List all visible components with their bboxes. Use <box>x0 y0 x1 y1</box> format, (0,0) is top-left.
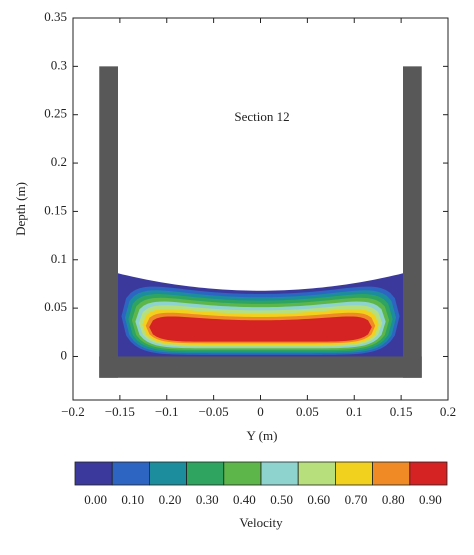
x-tick-label: −0.2 <box>61 404 85 419</box>
y-axis-label: Depth (m) <box>13 182 28 236</box>
colorbar-swatch <box>297 461 336 486</box>
x-tick-label: −0.05 <box>199 404 229 419</box>
x-tick-label: 0.15 <box>390 404 413 419</box>
colorbar-tick-label: 0.90 <box>419 492 442 507</box>
colorbar-tick-label: 0.30 <box>196 492 219 507</box>
x-tick-label: 0.1 <box>346 404 362 419</box>
colorbar-tick-label: 0.70 <box>345 492 368 507</box>
colorbar-swatch <box>74 461 113 486</box>
colorbar-tick-label: 0.40 <box>233 492 256 507</box>
colorbar-swatch <box>111 461 150 486</box>
x-tick-label: 0.2 <box>440 404 456 419</box>
colorbar-swatch <box>409 461 448 486</box>
channel-wall <box>99 66 118 378</box>
colorbar-tick-label: 0.20 <box>159 492 182 507</box>
channel-wall <box>403 66 422 378</box>
channel-bed <box>99 356 422 378</box>
y-tick-label: 0.2 <box>51 154 67 169</box>
colorbar-swatch <box>223 461 262 486</box>
colorbar-tick-label: 0.60 <box>307 492 330 507</box>
x-tick-label: −0.1 <box>155 404 179 419</box>
colorbar-swatch <box>148 461 187 486</box>
y-tick-label: 0.35 <box>44 9 67 24</box>
y-tick-label: 0.1 <box>51 251 67 266</box>
y-tick-label: 0 <box>61 347 68 362</box>
colorbar-tick-label: 0.00 <box>84 492 107 507</box>
colorbar-tick-label: 0.50 <box>270 492 293 507</box>
y-tick-label: 0.25 <box>44 106 67 121</box>
colorbar-swatch <box>186 461 225 486</box>
colorbar-swatch <box>260 461 299 486</box>
y-tick-label: 0.3 <box>51 57 67 72</box>
colorbar-label: Velocity <box>239 515 283 530</box>
colorbar-swatch <box>334 461 373 486</box>
annotation: Section 12 <box>234 109 289 124</box>
x-tick-label: −0.15 <box>105 404 135 419</box>
colorbar-tick-label: 0.10 <box>121 492 144 507</box>
y-tick-label: 0.05 <box>44 299 67 314</box>
y-tick-label: 0.15 <box>44 202 67 217</box>
x-axis-label: Y (m) <box>247 428 278 443</box>
contour-band <box>149 316 372 342</box>
colorbar-tick-label: 0.80 <box>382 492 405 507</box>
x-tick-label: 0.05 <box>296 404 319 419</box>
colorbar-swatch <box>372 461 411 486</box>
x-tick-label: 0 <box>257 404 264 419</box>
